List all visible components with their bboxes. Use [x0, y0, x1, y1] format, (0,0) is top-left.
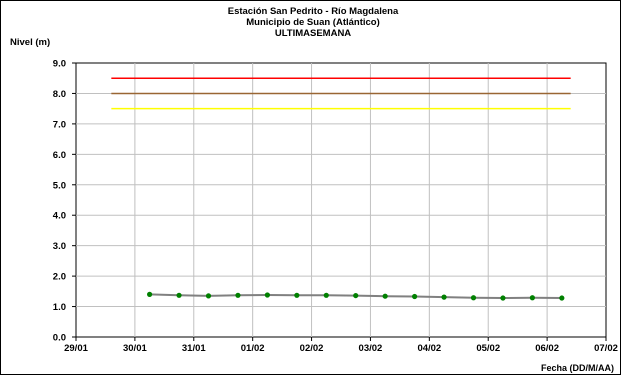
series-layer [147, 291, 565, 301]
data-point [441, 294, 447, 300]
y-tick-labels: 0.0 1.0 2.0 3.0 4.0 5.0 6.0 7.0 8.0 9.0 [53, 59, 66, 344]
data-point [176, 292, 182, 298]
x-tick-label: 05/02 [476, 343, 500, 354]
x-tick-labels: 29/01 30/01 31/01 01/02 02/02 03/02 04/02 05/02… [64, 343, 618, 354]
y-tick-label: 0.0 [53, 333, 66, 344]
x-tick-label: 30/01 [123, 343, 147, 354]
data-point [559, 295, 565, 301]
data-point [500, 295, 506, 301]
y-tick-label: 4.0 [53, 211, 66, 222]
data-point [382, 293, 388, 299]
x-tick-label: 29/01 [64, 343, 88, 354]
y-tick-label: 7.0 [53, 119, 66, 130]
data-point [205, 293, 212, 299]
y-tick-label: 1.0 [53, 302, 66, 313]
data-point [470, 295, 477, 301]
y-tick-label: 5.0 [53, 180, 66, 191]
data-point [323, 292, 329, 298]
x-axis-label: Fecha (DD/M/AA) [541, 363, 614, 373]
chart-title-line-2: Municipio de Suan (Atlántico) [246, 17, 380, 28]
x-tick-label: 01/02 [241, 343, 265, 354]
grid [72, 62, 607, 341]
y-tick-label: 3.0 [53, 241, 66, 252]
x-tick-label: 06/02 [535, 343, 559, 354]
data-point [264, 292, 270, 298]
threshold-lines [111, 77, 571, 110]
y-tick-label: 9.0 [53, 59, 66, 70]
y-axis-label: Nivel (m) [10, 37, 50, 48]
x-tick-label: 04/02 [417, 343, 441, 354]
data-point [412, 293, 418, 300]
data-point [353, 292, 359, 299]
data-point [147, 291, 153, 297]
chart-title-line-3: ULTIMASEMANA [275, 28, 351, 39]
data-point [529, 295, 535, 301]
data-point [294, 292, 300, 298]
y-tick-label: 6.0 [53, 150, 66, 161]
y-tick-label: 2.0 [53, 272, 66, 283]
x-tick-label: 03/02 [359, 343, 383, 354]
y-tick-label: 8.0 [53, 89, 66, 100]
data-point [235, 292, 241, 298]
x-tick-label: 07/02 [594, 343, 618, 354]
chart-title-line-1: Estación San Pedrito - Río Magdalena [228, 6, 399, 17]
x-tick-label: 02/02 [300, 343, 324, 354]
x-tick-label: 31/01 [182, 343, 206, 354]
